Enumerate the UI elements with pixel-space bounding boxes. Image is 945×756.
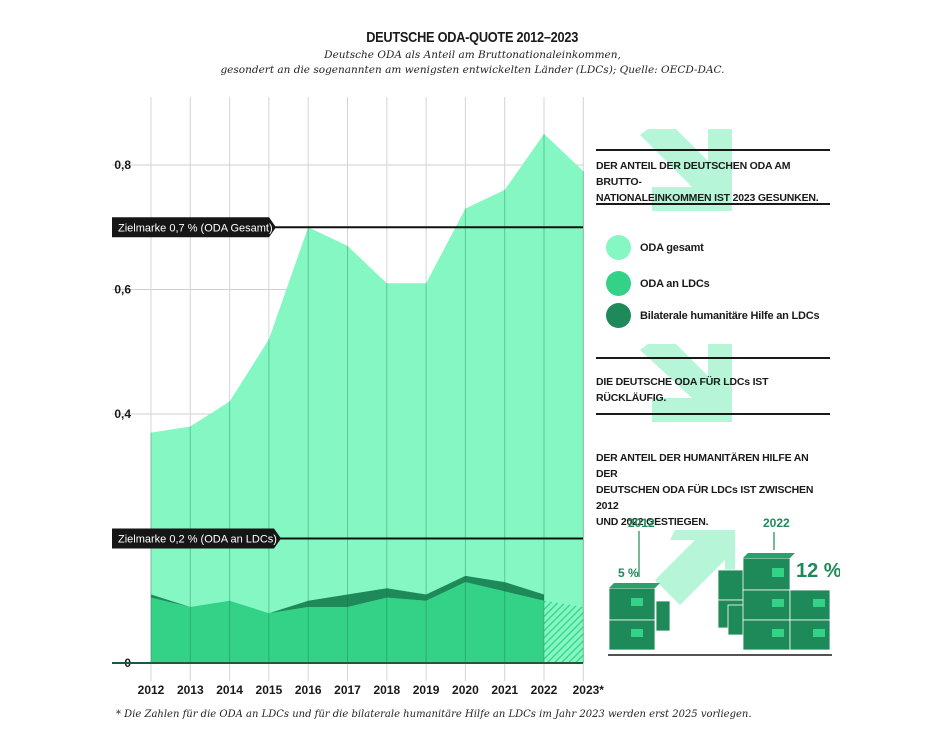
divider — [596, 413, 830, 415]
up-right-arrow-icon — [655, 530, 735, 605]
percent-label-2012: 5 % — [618, 566, 639, 580]
statement-line: DEUTSCHEN ODA FÜR LDCs IST ZWISCHEN 2012 — [596, 484, 814, 512]
grid-overlay — [150, 133, 584, 663]
footnote: * Die Zahlen für die ODA an LDCs und für… — [116, 709, 752, 720]
divider — [596, 357, 830, 359]
boxes-illustration: 2012 5 % 2022 12 % — [608, 516, 840, 656]
x-tick-label: 2019 — [413, 683, 440, 697]
down-right-arrow-icon — [640, 344, 732, 422]
legend-label: ODA an LDCs — [640, 277, 710, 290]
box-stack-2022 — [717, 553, 831, 651]
chart-subtitle-line1: Deutsche ODA als Anteil am Bruttonationa… — [324, 49, 621, 61]
statement-oda-sunk: DER ANTEIL DER DEUTSCHEN ODA AM BRUTTO- … — [596, 158, 830, 206]
x-tick-label: 2023* — [573, 683, 605, 697]
x-tick-label: 2020 — [452, 683, 479, 697]
x-tick-label: 2022 — [531, 683, 558, 697]
divider — [596, 203, 830, 205]
chart-title: DEUTSCHE ODA-QUOTE 2012–2023 — [366, 29, 579, 46]
x-tick-label: 2014 — [216, 683, 243, 697]
legend-label: ODA gesamt — [640, 241, 704, 254]
x-tick-label: 2013 — [177, 683, 204, 697]
reference-label: Zielmarke 0,7 % (ODA Gesamt) — [118, 222, 273, 234]
area-oda-gesamt — [151, 133, 584, 663]
legend-item-oda-ldc: ODA an LDCs — [606, 271, 710, 296]
x-tick-label: 2012 — [138, 683, 165, 697]
x-tick-label: 2021 — [491, 683, 518, 697]
statement-line: UND 2022 GESTIEGEN. — [596, 516, 709, 528]
box-stack-2012 — [608, 583, 671, 651]
divider — [596, 149, 830, 151]
y-tick-label: 0,6 — [114, 283, 131, 297]
y-tick-label: 0,8 — [114, 158, 131, 172]
y-tick-label: 0,4 — [114, 407, 131, 421]
axes: 00,40,60,8201220132014201520162017201820… — [112, 158, 604, 697]
statement-line: DER ANTEIL DER HUMANITÄREN HILFE AN DER — [596, 452, 809, 480]
legend-item-humanitarian: Bilaterale humanitäre Hilfe an LDCs — [606, 303, 820, 328]
percent-label-2022: 12 % — [796, 560, 840, 582]
x-tick-label: 2018 — [373, 683, 400, 697]
statement-line: NATIONALEINKOMMEN IST 2023 GESUNKEN. — [596, 192, 819, 204]
areas — [151, 133, 584, 663]
x-tick-label: 2016 — [295, 683, 322, 697]
area-humanitarian — [151, 575, 544, 614]
x-tick-label: 2017 — [334, 683, 361, 697]
area-oda-ldc — [151, 582, 544, 663]
area-ldc-projection-2023 — [544, 600, 584, 663]
legend-swatch — [606, 303, 631, 328]
x-tick-label: 2015 — [256, 683, 283, 697]
legend-label: Bilaterale humanitäre Hilfe an LDCs — [640, 309, 820, 322]
statement-ldc-declining: DIE DEUTSCHE ODA FÜR LDCs IST RÜCKLÄUFIG… — [596, 376, 769, 404]
reference-label: Zielmarke 0,2 % (ODA an LDCs) — [118, 534, 277, 546]
year-label-2012: 2012 — [628, 516, 655, 530]
year-label-2022: 2022 — [763, 516, 790, 530]
reference-lines: Zielmarke 0,7 % (ODA Gesamt) Zielmarke 0,… — [112, 217, 583, 549]
statement-humanitarian-rise: DER ANTEIL DER HUMANITÄREN HILFE AN DER … — [596, 450, 830, 530]
legend-swatch — [606, 271, 631, 296]
chart-subtitle-line2: gesondert an die sogenannten am wenigste… — [220, 64, 725, 76]
legend-swatch — [606, 235, 631, 260]
reference-tag — [112, 217, 276, 238]
legend-item-oda-gesamt: ODA gesamt — [606, 235, 704, 260]
statement-line: DER ANTEIL DER DEUTSCHEN ODA AM BRUTTO- — [596, 160, 791, 188]
reference-tag — [112, 528, 281, 549]
